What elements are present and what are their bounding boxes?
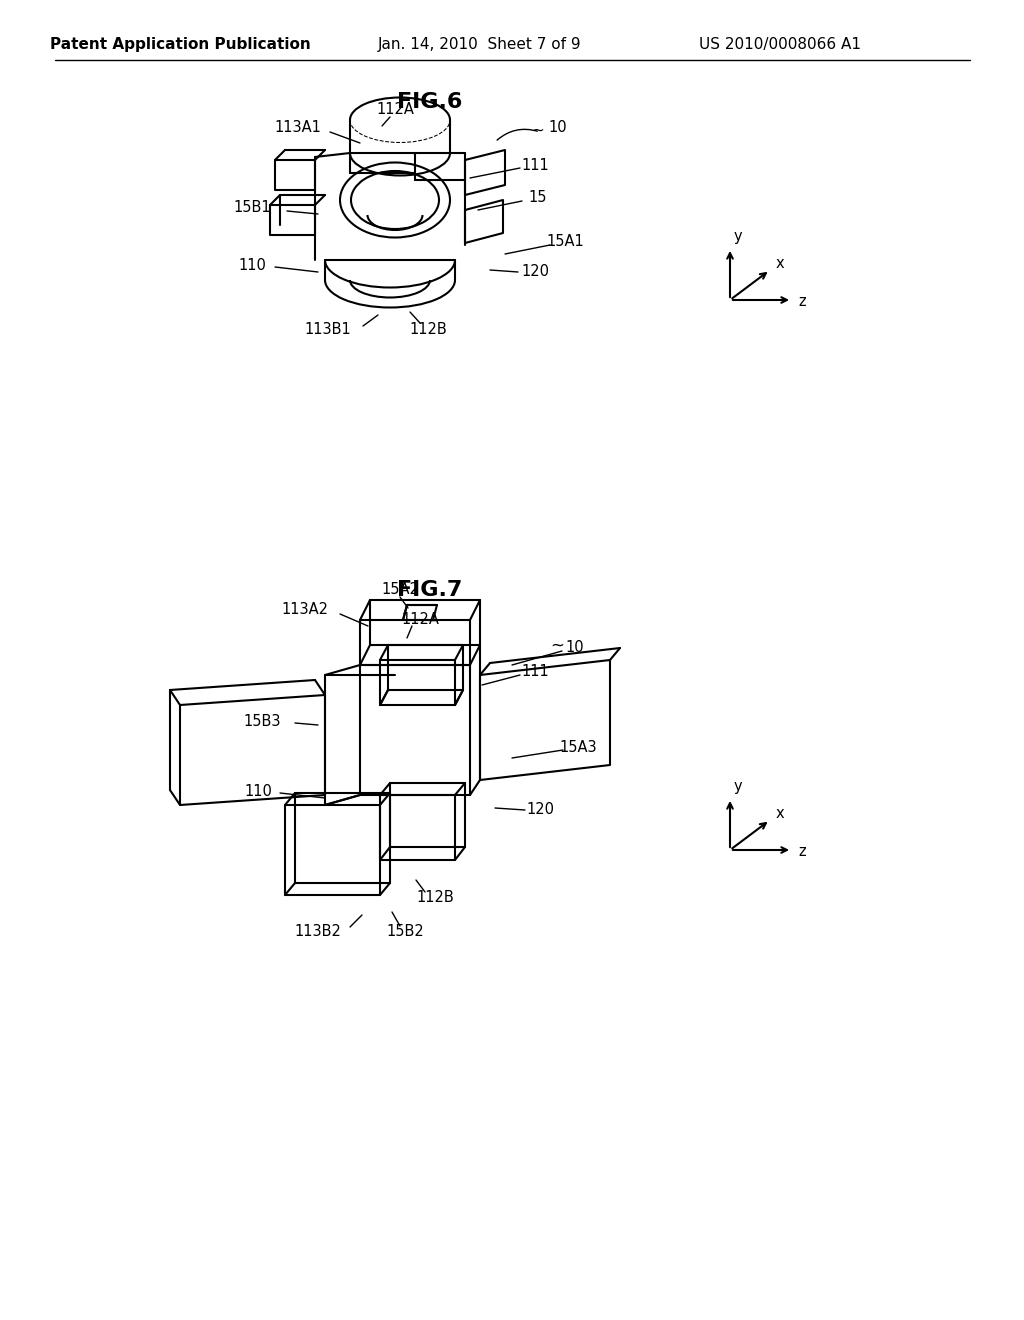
- Text: 15B2: 15B2: [386, 924, 424, 940]
- Text: y: y: [734, 779, 742, 793]
- Text: ~: ~: [531, 123, 545, 137]
- Text: 112B: 112B: [416, 891, 454, 906]
- Text: 15A1: 15A1: [546, 235, 584, 249]
- Text: 10: 10: [565, 640, 585, 656]
- Text: x: x: [776, 256, 784, 272]
- Text: y: y: [734, 228, 742, 243]
- Text: US 2010/0008066 A1: US 2010/0008066 A1: [699, 37, 861, 53]
- Text: 10: 10: [549, 120, 567, 136]
- Text: 15B3: 15B3: [244, 714, 281, 730]
- Text: 112B: 112B: [410, 322, 446, 338]
- Text: 15: 15: [528, 190, 547, 206]
- Text: z: z: [798, 845, 806, 859]
- Text: FIG.6: FIG.6: [397, 92, 463, 112]
- Text: FIG.7: FIG.7: [397, 579, 463, 601]
- Text: 15B1: 15B1: [233, 201, 270, 215]
- Text: x: x: [776, 807, 784, 821]
- Text: Jan. 14, 2010  Sheet 7 of 9: Jan. 14, 2010 Sheet 7 of 9: [378, 37, 582, 53]
- Text: 111: 111: [521, 157, 549, 173]
- Text: z: z: [798, 294, 806, 309]
- Text: 111: 111: [521, 664, 549, 680]
- Text: ~: ~: [550, 638, 564, 655]
- Text: Patent Application Publication: Patent Application Publication: [49, 37, 310, 53]
- Text: 113A2: 113A2: [282, 602, 329, 618]
- Text: 15A3: 15A3: [559, 741, 597, 755]
- Text: 120: 120: [526, 803, 554, 817]
- Text: 112A: 112A: [376, 103, 414, 117]
- Text: 110: 110: [244, 784, 272, 800]
- Text: 113B2: 113B2: [295, 924, 341, 940]
- Text: 110: 110: [238, 257, 266, 272]
- Text: 112A: 112A: [401, 612, 439, 627]
- Text: 113A1: 113A1: [274, 120, 322, 136]
- Text: 113B1: 113B1: [304, 322, 351, 338]
- Text: 15A2: 15A2: [381, 582, 419, 598]
- Text: 120: 120: [521, 264, 549, 280]
